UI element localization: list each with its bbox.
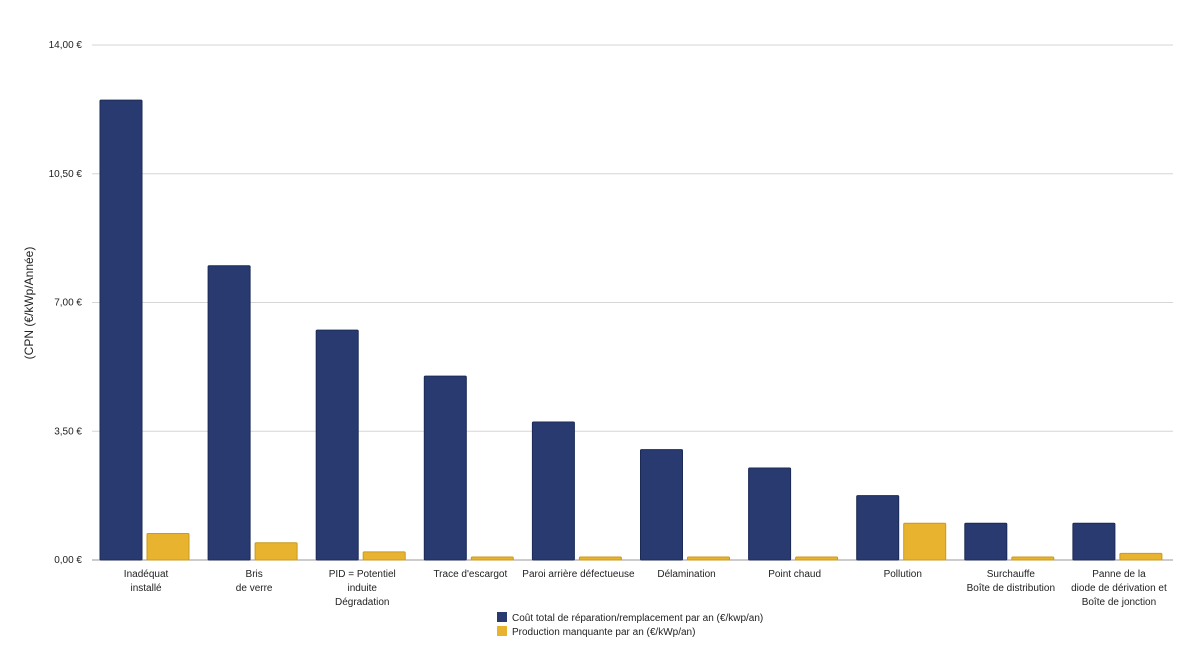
x-category-label-line: Délamination bbox=[657, 569, 715, 580]
bar-missing-production bbox=[254, 542, 298, 561]
x-category-label: Pollution bbox=[884, 569, 922, 580]
y-tick-label: 7,00 € bbox=[54, 298, 82, 309]
y-axis-label: (CPN (€/kWp/Année) bbox=[22, 247, 36, 360]
y-tick-label: 14,00 € bbox=[49, 40, 83, 51]
x-category-label: Bris de verre bbox=[236, 569, 273, 594]
x-category-label-line: Inadéquat bbox=[124, 569, 169, 580]
x-category-label: Inadéquat installé bbox=[124, 569, 169, 594]
x-category-label-line: de verre bbox=[236, 583, 273, 594]
x-category-label-line: Bris bbox=[246, 569, 263, 580]
legend-label: Production manquante par an (€/kWp/an) bbox=[512, 627, 695, 638]
x-category-label-line: installé bbox=[130, 583, 162, 594]
x-category-label: Délamination bbox=[657, 569, 715, 580]
y-tick-label: 3,50 € bbox=[54, 426, 82, 437]
legend-label: Coût total de réparation/remplacement pa… bbox=[512, 613, 763, 624]
x-category-label-line: Point chaud bbox=[768, 569, 821, 580]
bar-total-cost bbox=[964, 522, 1008, 561]
bar-missing-production bbox=[578, 556, 622, 561]
bar-total-cost bbox=[423, 375, 467, 561]
bar-missing-production bbox=[795, 556, 839, 561]
x-category-label-line: Surchauffe bbox=[987, 569, 1036, 580]
bar-missing-production bbox=[146, 533, 190, 561]
y-tick-label: 0,00 € bbox=[54, 555, 82, 566]
x-category-label-line: PID = Potentiel bbox=[329, 569, 396, 580]
x-category-label: Paroi arrière défectueuse bbox=[522, 569, 635, 580]
bar-missing-production bbox=[687, 556, 730, 561]
x-category-label-line: induite bbox=[348, 583, 378, 594]
bar-missing-production bbox=[1119, 552, 1163, 561]
bar-total-cost bbox=[856, 495, 900, 561]
bar-total-cost bbox=[748, 467, 792, 561]
gridlines bbox=[92, 44, 1173, 561]
y-tick-label: 10,50 € bbox=[49, 169, 83, 180]
x-category-label-line: Dégradation bbox=[335, 597, 389, 608]
bar-total-cost bbox=[531, 421, 575, 561]
x-category-label: Panne de la diode de dérivation et Boîte d… bbox=[1071, 569, 1167, 608]
bar-total-cost bbox=[207, 265, 251, 561]
x-category-label: Surchauffe Boîte de distribution bbox=[967, 569, 1055, 594]
x-category-label: Point chaud bbox=[768, 569, 821, 580]
bar-missing-production bbox=[470, 556, 514, 561]
x-category-label-line: Paroi arrière défectueuse bbox=[522, 569, 635, 580]
x-category-label-line: diode de dérivation et bbox=[1071, 583, 1167, 594]
x-category-label-line: Pollution bbox=[884, 569, 922, 580]
x-category-label: Trace d'escargot bbox=[433, 569, 507, 580]
x-category-label-line: Boîte de jonction bbox=[1082, 597, 1157, 608]
bar-total-cost bbox=[315, 329, 359, 561]
legend-swatch bbox=[497, 626, 507, 636]
bar-missing-production bbox=[903, 522, 947, 561]
x-axis-labels: Inadéquat installé Bris de verre PID = Poten… bbox=[124, 569, 1167, 608]
bar-total-cost bbox=[99, 99, 143, 561]
x-category-label-line: Panne de la bbox=[1092, 569, 1146, 580]
x-category-label: PID = Potentiel induite Dégradation bbox=[329, 569, 396, 608]
x-category-label-line: Boîte de distribution bbox=[967, 583, 1055, 594]
y-axis-ticks: 0,00 € 3,50 € 7,00 € 10,50 € 14,00 € bbox=[49, 40, 83, 566]
bar-missing-production bbox=[1011, 556, 1055, 561]
legend-swatch bbox=[497, 612, 507, 622]
bars bbox=[99, 99, 1163, 561]
x-category-label-line: Trace d'escargot bbox=[433, 569, 507, 580]
bar-total-cost bbox=[1072, 522, 1116, 561]
legend: Coût total de réparation/remplacement pa… bbox=[497, 612, 763, 638]
bar-total-cost bbox=[640, 449, 683, 561]
bar-missing-production bbox=[362, 551, 406, 561]
